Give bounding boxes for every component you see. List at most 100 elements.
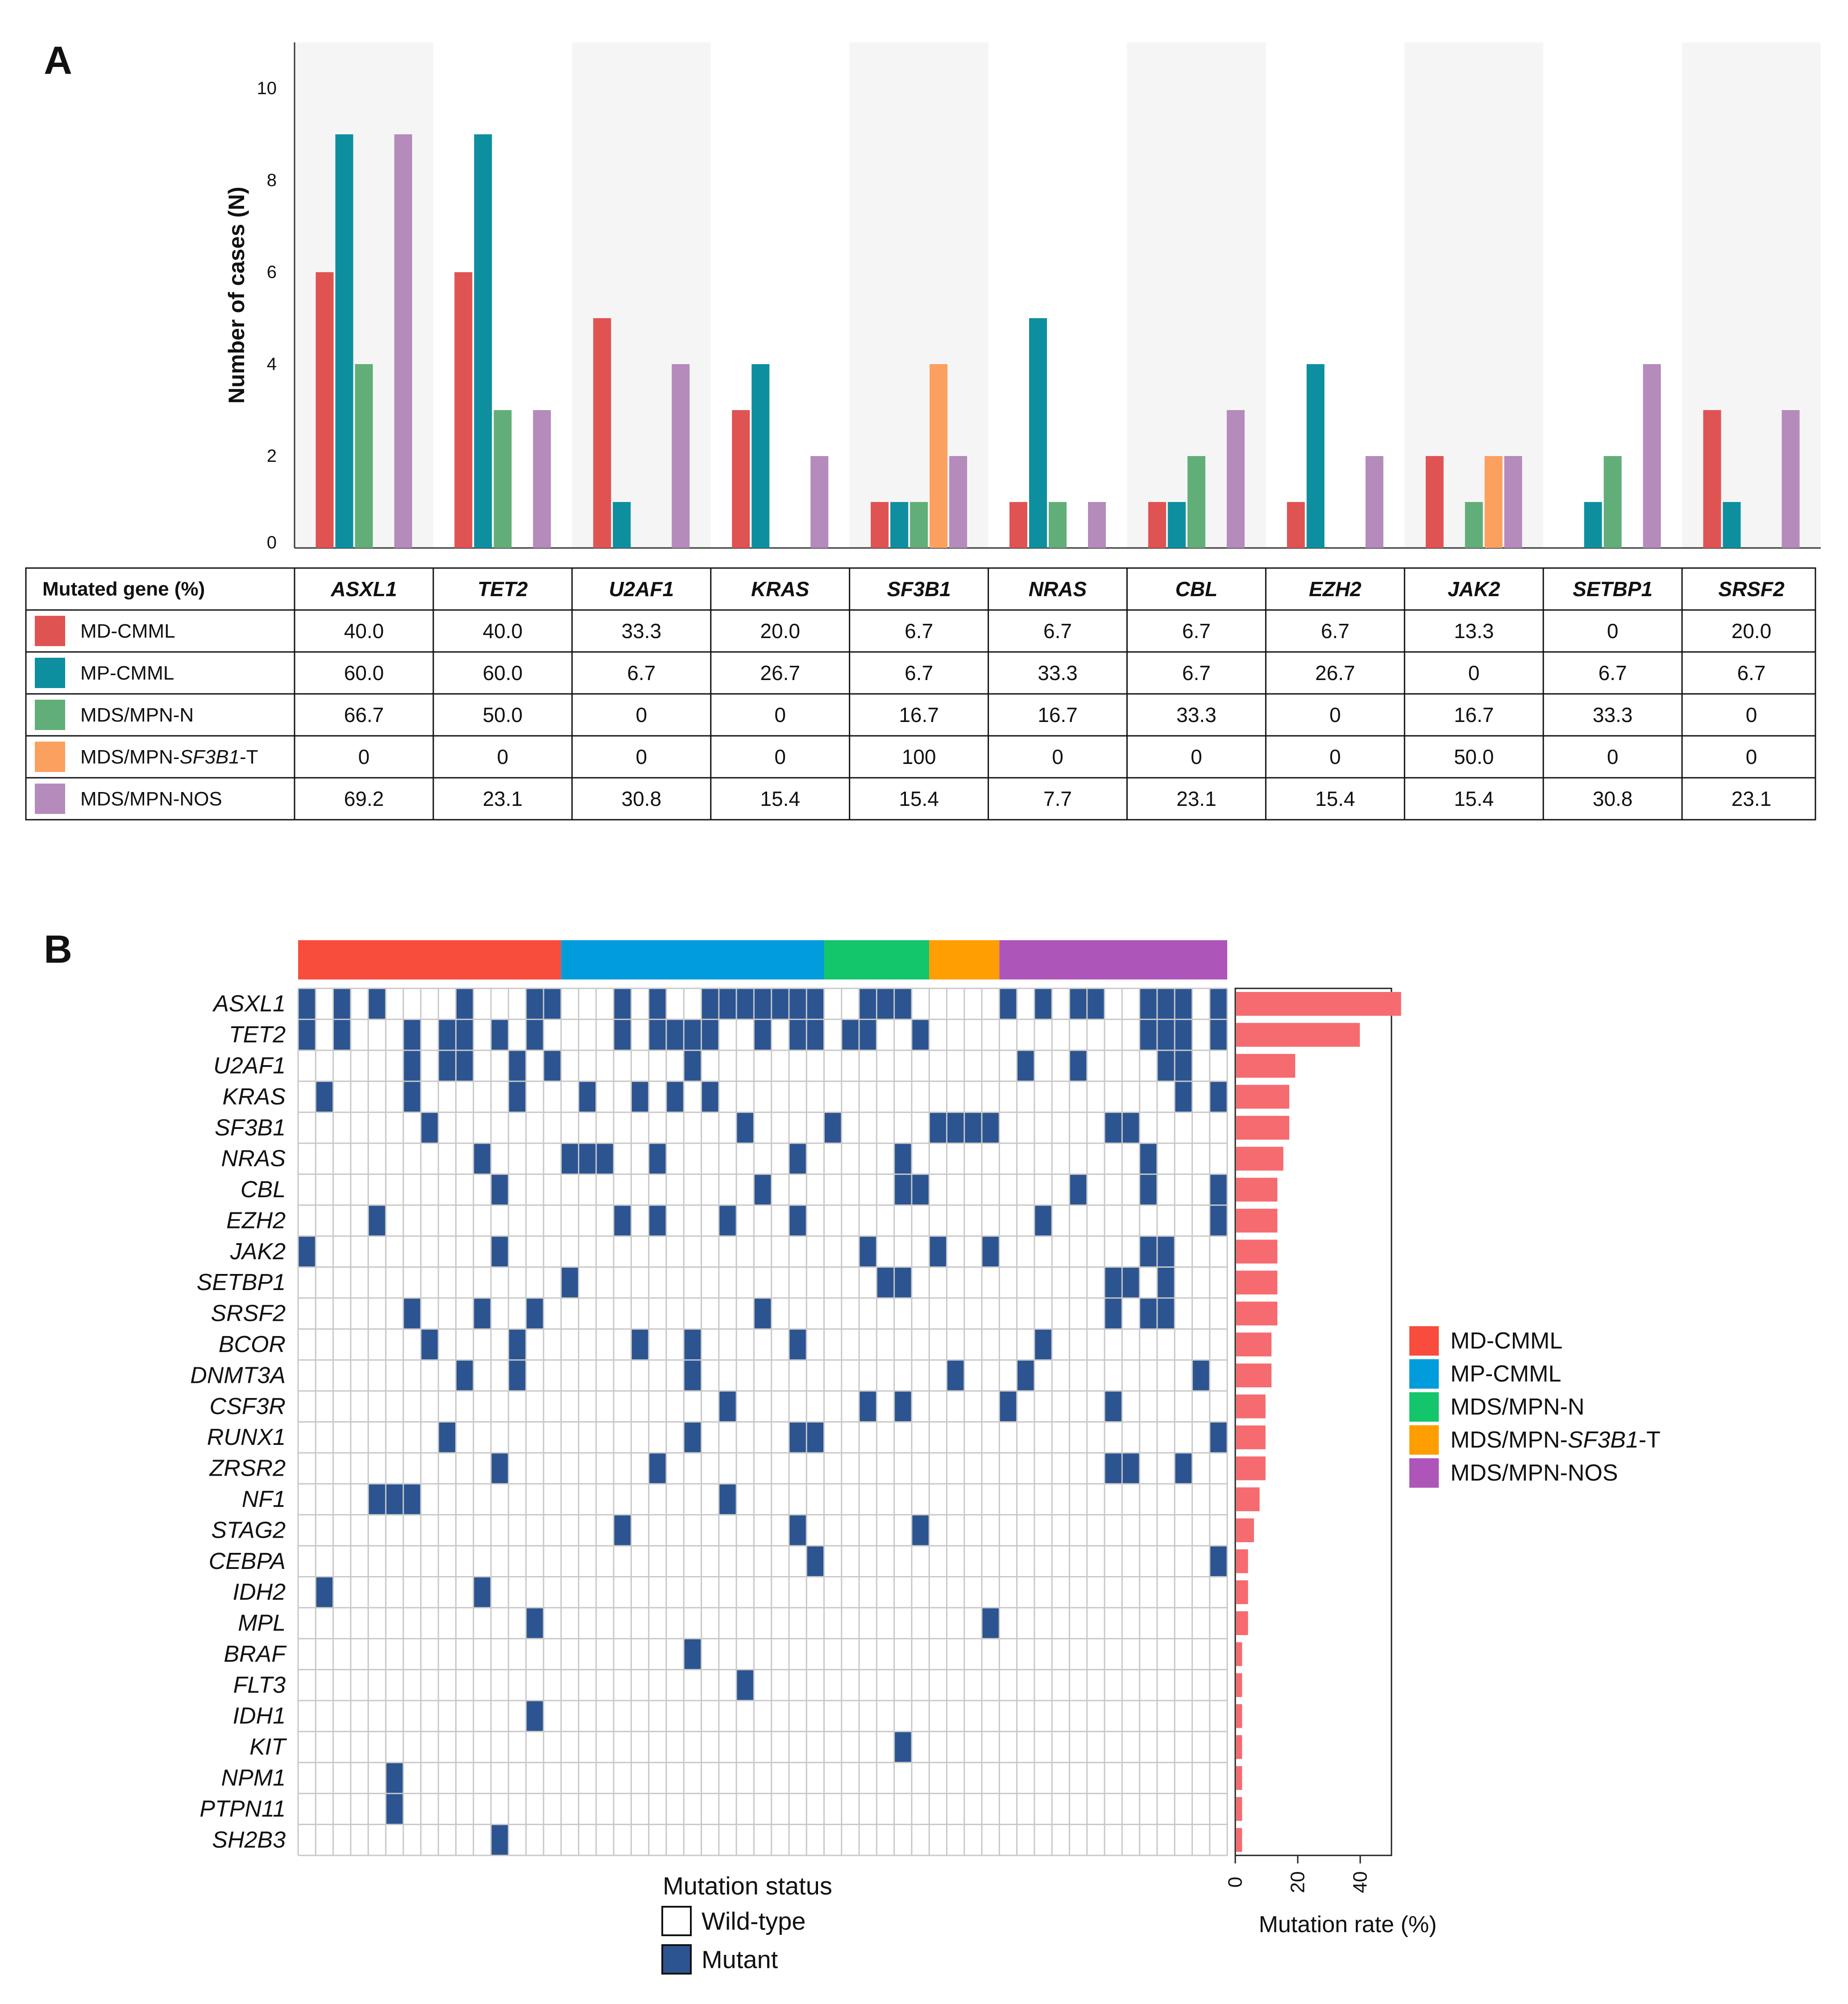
table-cell-value: 69.2 [344,787,384,810]
mutant-cell [456,1050,473,1082]
mutant-cell [684,1360,702,1391]
table-row-label-part: MP-CMML [80,662,174,684]
rate-bar [1236,1704,1242,1728]
table-cell-value: 0 [774,745,786,768]
table-cell-value: 0 [1468,661,1480,685]
mutant-cell [982,1112,1000,1143]
mutant-cell [1034,988,1052,1020]
mutant-cell [1105,1298,1122,1329]
table-cell-value: 50.0 [1454,745,1494,768]
mutant-cell [859,988,877,1020]
rate-bar [1236,1363,1272,1388]
mutant-cell [1105,1267,1122,1298]
bar [1049,502,1067,548]
group-annotation-bar [298,940,561,979]
table-cell-value: 16.7 [899,703,939,726]
mutant-cell [298,988,316,1020]
mutant-cell [543,1050,561,1082]
group-legend-label: MP-CMML [1450,1361,1561,1387]
mutant-cell [403,1019,421,1050]
group-legend-label-part: MDS/MPN-N [1450,1394,1584,1420]
gene-label: KRAS [222,1084,286,1110]
rate-bar [1236,1611,1248,1635]
wild-type-swatch [661,1906,692,1936]
mutant-cell [999,1391,1017,1422]
bar [394,134,412,548]
group-legend-label-part: MD-CMML [1450,1328,1562,1354]
mutant-cell [684,1422,702,1453]
table-cell-value: 0 [1746,703,1757,726]
mutant-cell [368,1205,386,1236]
bar [752,364,770,548]
mutant-cell [473,1143,491,1174]
mutant-cell [1157,1267,1175,1298]
mutant-cell [333,988,351,1020]
group-legend-label-part: MDS/MPN-NOS [1450,1460,1618,1486]
gene-label: SETBP1 [197,1270,286,1295]
table-cell-value: 100 [902,745,936,768]
bar [871,502,889,548]
gene-label: SF3B1 [215,1115,286,1141]
gene-label: BCOR [219,1332,286,1357]
mutant-cell [718,1391,737,1422]
mutant-swatch [661,1944,692,1975]
mutant-cell [982,1607,1000,1639]
rate-bar [1236,1797,1242,1821]
table-cell-value: 6.7 [1321,619,1350,643]
table-column-gene: JAK2 [1448,577,1500,601]
mutant-cell [1069,1050,1087,1082]
group-annotation-bar [824,940,930,979]
mutant-cell [333,1019,351,1050]
group-legend-label: MDS/MPN-NOS [1450,1460,1618,1486]
rate-bar [1236,1208,1278,1233]
mutant-cell [508,1081,526,1112]
mutant-cell [1157,1236,1175,1267]
rate-bar [1236,1116,1289,1140]
rate-bar [1236,1085,1289,1109]
bar [810,456,829,548]
mutant-cell [508,1360,526,1391]
table-row-swatch [35,658,65,688]
gene-label: EZH2 [226,1207,286,1233]
mutant-cell [701,1081,719,1112]
gene-label: U2AF1 [213,1053,286,1079]
group-legend-swatch [1409,1326,1439,1356]
mutant-cell [1105,1452,1122,1484]
table-cell-value: 20.0 [760,619,800,643]
bar [949,456,968,548]
y-tick-label: 0 [267,533,277,552]
bar [1723,502,1741,548]
mutant-cell [316,1577,333,1608]
mutant-cell [298,1236,316,1267]
mutant-cell [614,1205,631,1236]
bar [672,364,690,548]
table-column-gene: TET2 [478,577,528,601]
table-cell-value: 30.8 [622,787,662,810]
table-cell-value: 6.7 [905,619,933,643]
table-row-label: MD-CMML [80,620,175,642]
table-header-label: Mutated gene (%) [42,578,205,600]
rate-bar [1236,1828,1242,1852]
mutant-cell [947,1360,964,1391]
mutant-cell [736,1669,754,1701]
mutant-cell [1175,1452,1192,1484]
gene-label: CSF3R [210,1394,286,1419]
gene-label: NPM1 [221,1765,286,1791]
mutant-cell [561,1267,579,1298]
table-cell-value: 6.7 [905,661,933,685]
wild-type-label: Wild-type [702,1907,806,1935]
group-legend-label-part: MP-CMML [1450,1361,1561,1387]
table-column-gene: SF3B1 [887,577,951,601]
mutant-cell [420,1112,439,1143]
bar [355,364,373,548]
table-column-gene: ASXL1 [330,577,397,601]
table-row-label: MDS/MPN-N [80,704,194,726]
rate-tick-label: 0 [1225,1877,1246,1888]
table-column-gene: KRAS [751,577,810,601]
bar [890,502,909,548]
category-shade [849,42,988,548]
mutant-cell [648,1143,666,1174]
table-row-label-part: MDS/MPN-NOS [80,788,222,810]
mutant-cell [1034,1329,1052,1360]
table-column-gene: SETBP1 [1573,577,1653,601]
